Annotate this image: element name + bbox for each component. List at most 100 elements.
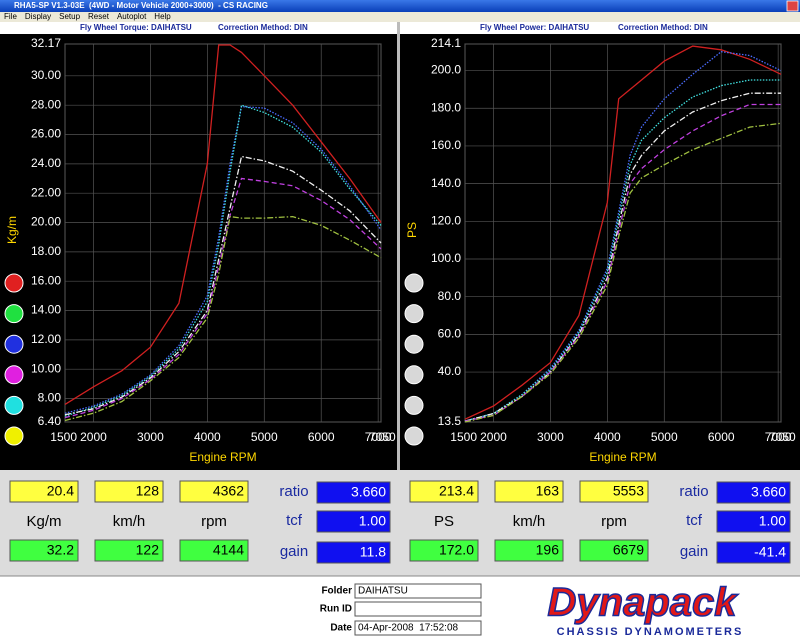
series-toggle[interactable]: [404, 426, 424, 446]
x-tick-label: 6000: [308, 430, 335, 444]
series-line: [64, 104, 382, 417]
y-tick-label: 160.0: [431, 138, 461, 152]
series-toggle[interactable]: [404, 395, 424, 415]
parameter-box[interactable]: [716, 541, 791, 564]
series-toggle[interactable]: [4, 273, 24, 293]
readout-box: [579, 539, 649, 562]
x-axis-label: Engine RPM: [189, 450, 256, 464]
date-field[interactable]: [354, 620, 482, 636]
y-tick-label: 16.00: [31, 273, 61, 287]
series-toggle[interactable]: [4, 304, 24, 324]
parameter-box[interactable]: [316, 510, 391, 533]
parameter-label: tcf: [286, 512, 303, 529]
series-toggle[interactable]: [404, 365, 424, 385]
window-title: RHA5-SP V1.3-03E (4WD - Motor Vehicle 20…: [14, 1, 268, 10]
series-line: [464, 122, 782, 423]
close-button[interactable]: [786, 0, 799, 12]
menu-item[interactable]: Autoplot: [117, 12, 147, 21]
series-toggle[interactable]: [4, 395, 24, 415]
y-tick-label: 13.5: [438, 414, 462, 428]
y-tick-label: 200.0: [431, 63, 461, 77]
series-line: [64, 105, 382, 414]
readout-unit: km/h: [513, 513, 546, 530]
series-line: [64, 177, 382, 419]
readout-value: 122: [136, 542, 160, 558]
menu-item[interactable]: Reset: [88, 12, 110, 21]
x-tick-label: 3000: [537, 430, 564, 444]
readout-box: [179, 480, 249, 503]
series-toggle[interactable]: [404, 334, 424, 354]
readout-value: 4362: [213, 483, 244, 499]
series-line: [464, 92, 781, 422]
readout-value: 172.0: [439, 542, 474, 558]
menu-item[interactable]: Display: [25, 12, 51, 21]
menu-bar: [0, 12, 800, 22]
readout-value: 213.4: [439, 483, 474, 499]
y-tick-label: 214.1: [431, 36, 461, 50]
x-tick-label: 7050: [769, 430, 796, 444]
title-bar: [0, 0, 800, 12]
series-line: [64, 155, 382, 416]
logo-subtitle: CHASSIS DYNAMOMETERS: [557, 626, 744, 638]
readout-value: 163: [536, 483, 560, 499]
series-toggle[interactable]: [404, 304, 424, 324]
parameter-box[interactable]: [316, 481, 391, 504]
y-tick-label: 6.40: [38, 414, 62, 428]
menu-item[interactable]: Help: [154, 12, 171, 21]
y-tick-label: 100.0: [431, 251, 461, 265]
x-tick-label: 2000: [80, 430, 107, 444]
parameter-box[interactable]: [716, 510, 791, 533]
chart-header: Fly Wheel Power: DAIHATSU: [480, 23, 589, 32]
menu-item[interactable]: File: [4, 12, 17, 21]
y-tick-label: 60.0: [438, 327, 462, 341]
y-tick-label: 40.0: [438, 364, 462, 378]
y-tick-label: 32.17: [31, 36, 61, 50]
parameter-value: 3.660: [351, 484, 386, 500]
y-tick-label: 12.00: [31, 332, 61, 346]
readout-value: 32.2: [47, 542, 74, 558]
parameter-label: gain: [680, 543, 708, 560]
series-toggle[interactable]: [404, 273, 424, 293]
readout-unit: km/h: [113, 513, 146, 530]
series-line: [464, 103, 781, 422]
y-tick-label: 140.0: [431, 176, 461, 190]
readout-value: 128: [136, 483, 160, 499]
readout-value: 6679: [613, 542, 644, 558]
y-tick-label: 10.00: [31, 361, 61, 375]
series-toggle[interactable]: [4, 365, 24, 385]
x-tick-label: 4000: [594, 430, 621, 444]
runid-field[interactable]: [354, 601, 482, 617]
readout-box: [494, 539, 564, 562]
menu-item[interactable]: Setup: [59, 12, 80, 21]
folder-label: Folder: [321, 586, 352, 597]
series-toggle[interactable]: [4, 334, 24, 354]
readout-value: 4144: [213, 542, 244, 558]
readout-box: [409, 539, 479, 562]
readout-value: 20.4: [47, 483, 74, 499]
parameter-box[interactable]: [316, 541, 391, 564]
x-tick-label: 1500: [50, 430, 77, 444]
series-toggle[interactable]: [4, 426, 24, 446]
series-line: [64, 44, 382, 405]
readout-unit: PS: [434, 513, 454, 530]
readout-box: [494, 480, 564, 503]
chart-header: Fly Wheel Torque: DAIHATSU: [80, 23, 192, 32]
y-tick-label: 28.00: [31, 97, 61, 111]
x-tick-label: 7000: [765, 430, 792, 444]
y-tick-label: 22.00: [31, 185, 61, 199]
parameter-value: 3.660: [751, 484, 786, 500]
x-tick-label: 1500: [450, 430, 477, 444]
parameter-value: 1.00: [759, 513, 786, 529]
y-axis-label: PS: [405, 222, 419, 238]
parameter-label: ratio: [679, 483, 708, 500]
parameter-box[interactable]: [716, 481, 791, 504]
y-tick-label: 80.0: [438, 289, 462, 303]
readout-box: [9, 480, 79, 503]
readout-box: [179, 539, 249, 562]
y-tick-label: 20.00: [31, 215, 61, 229]
series-line: [464, 45, 782, 420]
y-axis-label: Kg/m: [5, 216, 19, 244]
parameter-label: ratio: [279, 483, 308, 500]
folder-field[interactable]: [354, 583, 482, 599]
x-tick-label: 3000: [137, 430, 164, 444]
